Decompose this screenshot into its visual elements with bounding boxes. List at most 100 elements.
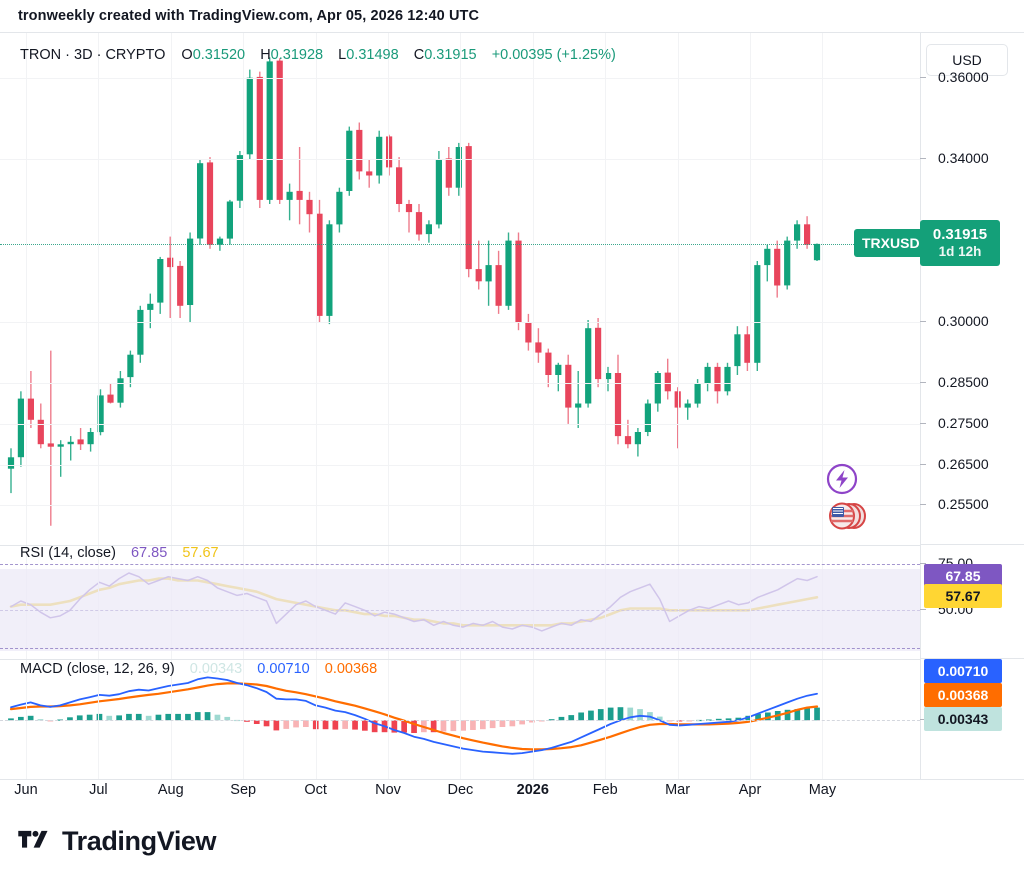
candle-body xyxy=(147,303,154,310)
price-axis-tick-4: 0.27500 xyxy=(938,414,989,431)
macd-histogram-bar xyxy=(804,708,810,721)
macd-legend[interactable]: MACD (close, 12, 26, 9) 0.00343 0.00710 … xyxy=(20,661,377,677)
macd-histogram-bar xyxy=(273,720,280,731)
macd-histogram-bar xyxy=(116,715,122,721)
candle-body xyxy=(27,398,34,420)
candle-body xyxy=(704,366,711,384)
price-gridline xyxy=(0,383,920,385)
currency-label: USD xyxy=(952,52,982,68)
candle-body xyxy=(226,201,233,239)
time-axis-label-aug: Aug xyxy=(157,782,184,798)
macd-histogram-bar xyxy=(253,720,260,724)
price-axis-tick-5: 0.26500 xyxy=(938,455,989,472)
candle-body xyxy=(167,257,174,268)
macd-legend-signal-value: 0.00368 xyxy=(324,661,378,677)
price-gridline xyxy=(0,322,920,324)
time-axis-label-may: May xyxy=(808,782,837,798)
legend-high-label: H xyxy=(260,47,271,63)
candle-body xyxy=(77,439,84,445)
candle-body xyxy=(495,265,502,306)
rsi-legend-value: 67.85 xyxy=(130,545,168,561)
macd-histogram-bar xyxy=(617,707,624,721)
candle-body xyxy=(545,352,552,375)
macd-histogram-bar xyxy=(126,713,132,721)
candle-body xyxy=(57,444,64,447)
candle-body xyxy=(684,403,691,408)
rsi-legend[interactable]: RSI (14, close) 67.85 57.67 xyxy=(20,545,219,561)
macd-histogram-bar xyxy=(342,720,348,729)
macd-histogram-bar xyxy=(440,720,447,732)
macd-legend-histogram-value: 0.00343 xyxy=(189,661,243,677)
rsi-legend-ma-value: 57.67 xyxy=(182,545,219,561)
candle-body xyxy=(445,158,452,188)
macd-histogram-bar xyxy=(430,720,437,733)
macd-histogram-bar xyxy=(362,720,368,731)
candle-body xyxy=(306,199,313,215)
candle-body xyxy=(256,76,263,200)
candle-body xyxy=(644,403,651,432)
chart-panes[interactable] xyxy=(0,33,920,779)
time-axis-label-feb: Feb xyxy=(592,782,618,798)
candle-body xyxy=(7,457,15,469)
tradingview-logo: TradingView xyxy=(18,826,217,857)
macd-histogram-bar xyxy=(558,716,565,721)
time-gridline xyxy=(460,33,462,779)
macd-histogram-bar xyxy=(303,720,309,727)
price-axis[interactable] xyxy=(920,33,1024,779)
current-price-badge: 0.31915 1d 12h xyxy=(920,220,1000,267)
time-axis-label-mar: Mar xyxy=(665,782,691,798)
macd-histogram-bar xyxy=(597,709,604,721)
chart-frame xyxy=(0,32,1024,780)
macd-legend-title: MACD (close, 12, 26, 9) xyxy=(20,661,175,677)
macd-histogram-bar xyxy=(401,720,407,733)
candle-body xyxy=(555,364,562,375)
tradingview-wordmark: TradingView xyxy=(62,826,217,856)
price-gridline xyxy=(0,159,920,161)
time-axis-label-2026: 2026 xyxy=(516,782,549,798)
macd-histogram-bar xyxy=(548,719,555,721)
price-gridline xyxy=(0,505,920,507)
macd-histogram-bar xyxy=(76,715,83,721)
candle-body xyxy=(535,342,542,353)
macd-histogram-bar xyxy=(519,720,525,725)
macd-histogram-bar xyxy=(499,720,506,727)
candle-body xyxy=(366,171,373,176)
macd-histogram-bar xyxy=(224,716,231,721)
legend-close-value: 0.31915 xyxy=(424,47,477,63)
currency-selector[interactable]: USD xyxy=(926,44,1008,76)
macd-line xyxy=(10,676,818,755)
legend-sep-2: · xyxy=(96,47,102,63)
rsi-level-line-75 xyxy=(0,563,920,565)
macd-histogram-bar xyxy=(509,720,516,727)
macd-histogram-bar xyxy=(411,720,417,733)
candle-body xyxy=(87,432,94,445)
candle-body xyxy=(405,204,413,213)
candle-body xyxy=(774,248,781,286)
price-axis-tickmark xyxy=(920,76,926,78)
macd-histogram-bar xyxy=(27,715,34,721)
time-gridline xyxy=(243,33,245,779)
time-gridline xyxy=(98,33,100,779)
macd-histogram-bar xyxy=(784,709,791,721)
time-gridline xyxy=(388,33,389,779)
macd-signal-value-badge: 0.00368 xyxy=(924,683,1002,708)
macd-signal-line xyxy=(9,682,819,751)
candle-body xyxy=(326,224,333,316)
macd-histogram-bar xyxy=(706,719,712,721)
candle-body xyxy=(47,443,54,447)
rsi-level-line-50 xyxy=(0,610,920,612)
legend-symbol: TRON xyxy=(20,47,62,63)
macd-histogram-bar xyxy=(735,717,742,721)
macd-histogram-bar xyxy=(529,720,535,723)
macd-histogram-bar xyxy=(18,716,24,721)
candle-body xyxy=(435,159,442,225)
candle-body xyxy=(67,441,74,445)
macd-histogram-bar xyxy=(814,707,820,721)
chart-canvas xyxy=(7,57,821,755)
macd-histogram-bar xyxy=(637,709,643,721)
time-axis-label-oct: Oct xyxy=(304,782,327,798)
macd-legend-macd-value: 0.00710 xyxy=(257,661,310,677)
current-price-line xyxy=(0,244,920,246)
main-series-legend[interactable]: TRON · 3D · CRYPTO O0.31520 H0.31928 L0.… xyxy=(20,47,616,63)
price-axis-tick-0: 0.36000 xyxy=(938,68,989,85)
